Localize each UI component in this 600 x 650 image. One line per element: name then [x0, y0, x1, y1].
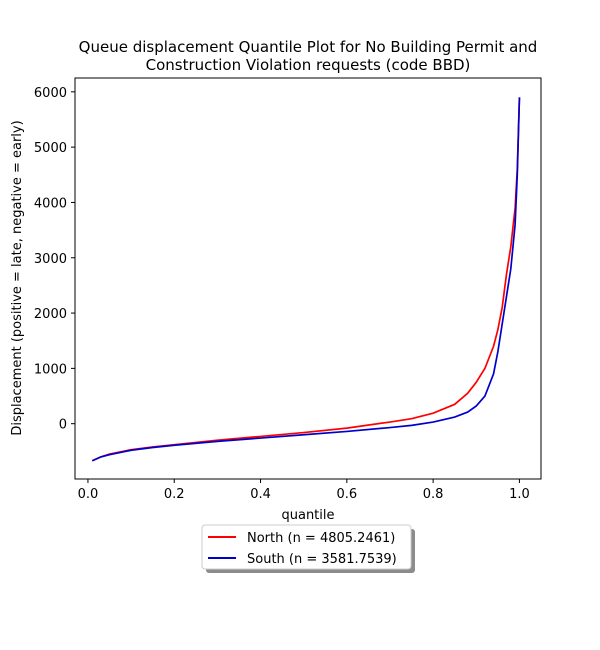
y-axis-ticks: 0 1000 2000 3000 4000 5000 6000	[34, 86, 75, 433]
legend-label-south: South (n = 3581.7539)	[247, 552, 397, 567]
y-tick-label: 4000	[34, 196, 67, 211]
y-tick-label: 1000	[34, 362, 67, 377]
y-axis-label: Displacement (positive = late, negative …	[10, 120, 25, 435]
x-tick-label: 0.4	[250, 487, 271, 502]
x-tick-label: 0.6	[336, 487, 357, 502]
legend-label-north: North (n = 4805.2461)	[247, 531, 395, 546]
chart-title-line1: Queue displacement Quantile Plot for No …	[79, 38, 538, 56]
y-tick-label: 2000	[34, 307, 67, 322]
x-axis-ticks: 0.0 0.2 0.4 0.6 0.8 1.0	[78, 479, 530, 502]
plot-frame	[74, 77, 542, 480]
plot-lines	[91, 97, 521, 462]
legend: North (n = 4805.2461) South (n = 3581.75…	[201, 524, 415, 573]
y-tick-label: 0	[59, 418, 67, 433]
y-tick-label: 3000	[34, 252, 67, 267]
x-tick-label: 1.0	[509, 487, 530, 502]
y-tick-label: 5000	[34, 141, 67, 156]
x-tick-label: 0.0	[78, 487, 99, 502]
chart-title-line2: Construction Violation requests (code BB…	[146, 56, 471, 74]
series-line-south	[91, 97, 521, 462]
y-tick-label: 6000	[34, 86, 67, 101]
series-line-north	[91, 97, 521, 462]
x-axis-label: quantile	[281, 508, 334, 523]
legend-box	[201, 524, 412, 570]
x-tick-label: 0.2	[164, 487, 185, 502]
x-tick-label: 0.8	[423, 487, 444, 502]
